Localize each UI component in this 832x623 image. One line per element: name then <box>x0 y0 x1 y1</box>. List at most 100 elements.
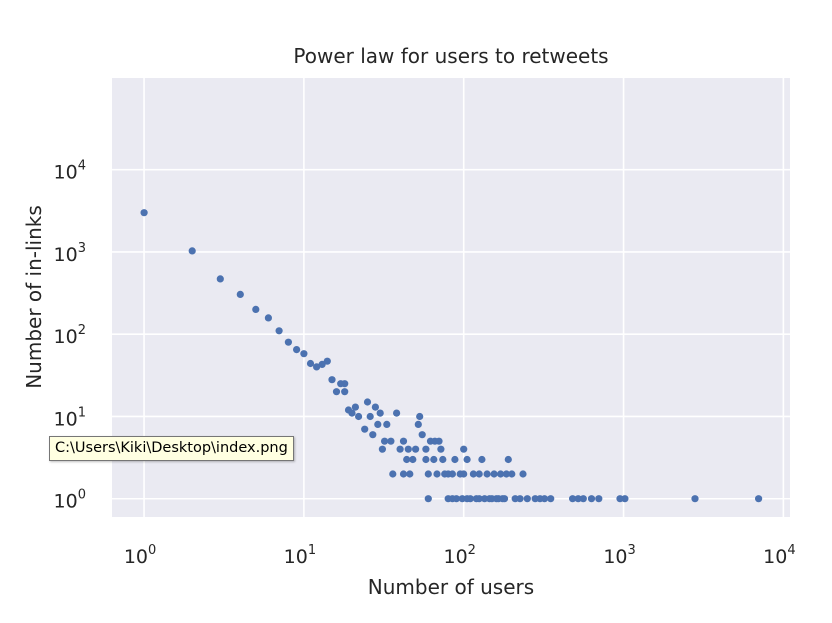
data-point <box>448 470 456 478</box>
data-point <box>478 455 486 464</box>
x-tick-label: 100 <box>124 543 156 568</box>
data-point <box>216 275 224 283</box>
data-point <box>579 495 587 503</box>
x-tick-labels: 100 101 102 103 104 <box>124 543 796 568</box>
file-path-tooltip: C:\Users\Kiki\Desktop\index.png <box>49 436 294 461</box>
y-tick-label: 104 <box>54 159 86 184</box>
data-point <box>691 495 699 503</box>
data-point <box>300 350 308 358</box>
data-point <box>451 455 459 464</box>
data-point <box>475 470 483 478</box>
chart-title: Power law for users to retweets <box>293 44 608 68</box>
data-point <box>595 495 603 503</box>
data-point <box>371 403 379 411</box>
data-point <box>252 305 260 313</box>
x-tick-label: 104 <box>763 543 795 568</box>
y-axis-label: Number of in-links <box>22 205 46 389</box>
data-point <box>378 445 386 453</box>
data-point <box>463 455 471 464</box>
data-point <box>351 403 359 411</box>
data-point <box>323 357 331 365</box>
data-point <box>475 495 483 503</box>
data-point <box>332 388 341 396</box>
data-point <box>490 470 498 478</box>
data-point <box>424 495 432 503</box>
data-point <box>406 470 414 478</box>
data-point <box>416 412 424 421</box>
data-point <box>341 388 349 396</box>
data-point <box>424 470 432 478</box>
data-point <box>508 470 516 478</box>
x-tick-label: 103 <box>603 543 635 568</box>
data-point <box>361 425 369 433</box>
data-point <box>422 445 430 453</box>
data-points <box>140 209 763 503</box>
data-point <box>376 409 384 417</box>
y-tick-label: 103 <box>54 241 86 266</box>
data-point <box>236 290 244 298</box>
data-point <box>366 412 374 421</box>
data-point <box>483 470 491 478</box>
data-point <box>328 376 336 384</box>
data-point <box>418 431 426 439</box>
data-point <box>439 455 447 464</box>
data-point <box>466 495 474 503</box>
x-tick-label: 102 <box>443 543 475 568</box>
data-point <box>433 470 441 478</box>
data-point <box>540 495 549 503</box>
data-point <box>430 455 438 464</box>
data-point <box>363 398 372 406</box>
data-point <box>460 445 468 453</box>
data-point <box>523 495 531 503</box>
data-point <box>469 470 477 478</box>
x-axis-label: Number of users <box>368 575 534 599</box>
data-point <box>374 420 382 428</box>
data-point <box>387 437 395 445</box>
data-point <box>399 437 408 445</box>
data-point <box>293 346 301 354</box>
data-point <box>383 420 391 428</box>
data-point <box>500 495 509 503</box>
x-tick-label: 101 <box>284 543 316 568</box>
data-point <box>140 209 148 217</box>
data-point <box>547 495 555 503</box>
y-tick-label: 100 <box>54 488 86 513</box>
data-point <box>587 495 596 503</box>
data-point <box>264 314 272 322</box>
data-point <box>348 409 356 417</box>
data-point <box>437 445 445 453</box>
data-point <box>404 445 412 453</box>
data-point <box>422 455 430 464</box>
data-point <box>569 495 577 503</box>
data-point <box>621 495 629 503</box>
y-tick-label: 101 <box>54 405 86 430</box>
data-point <box>516 495 524 503</box>
data-point <box>389 470 397 478</box>
data-point <box>355 412 363 421</box>
data-point <box>409 455 417 464</box>
data-point <box>574 495 582 503</box>
data-point <box>275 327 283 335</box>
data-point <box>414 420 422 428</box>
data-point <box>318 360 326 368</box>
data-point <box>403 455 411 464</box>
data-point <box>755 495 763 503</box>
data-point <box>313 363 321 371</box>
data-point <box>396 445 404 453</box>
data-point <box>369 431 377 439</box>
data-point <box>412 445 420 453</box>
data-point <box>284 338 292 346</box>
data-point <box>452 495 460 503</box>
data-point <box>393 409 401 417</box>
y-tick-label: 102 <box>54 323 86 348</box>
data-point <box>306 359 315 368</box>
data-point <box>519 470 527 478</box>
data-point <box>188 247 196 255</box>
data-point <box>341 380 349 388</box>
data-point <box>381 437 389 445</box>
data-point <box>497 470 505 478</box>
data-point <box>504 455 512 464</box>
data-point <box>399 470 408 478</box>
data-point <box>435 437 443 445</box>
